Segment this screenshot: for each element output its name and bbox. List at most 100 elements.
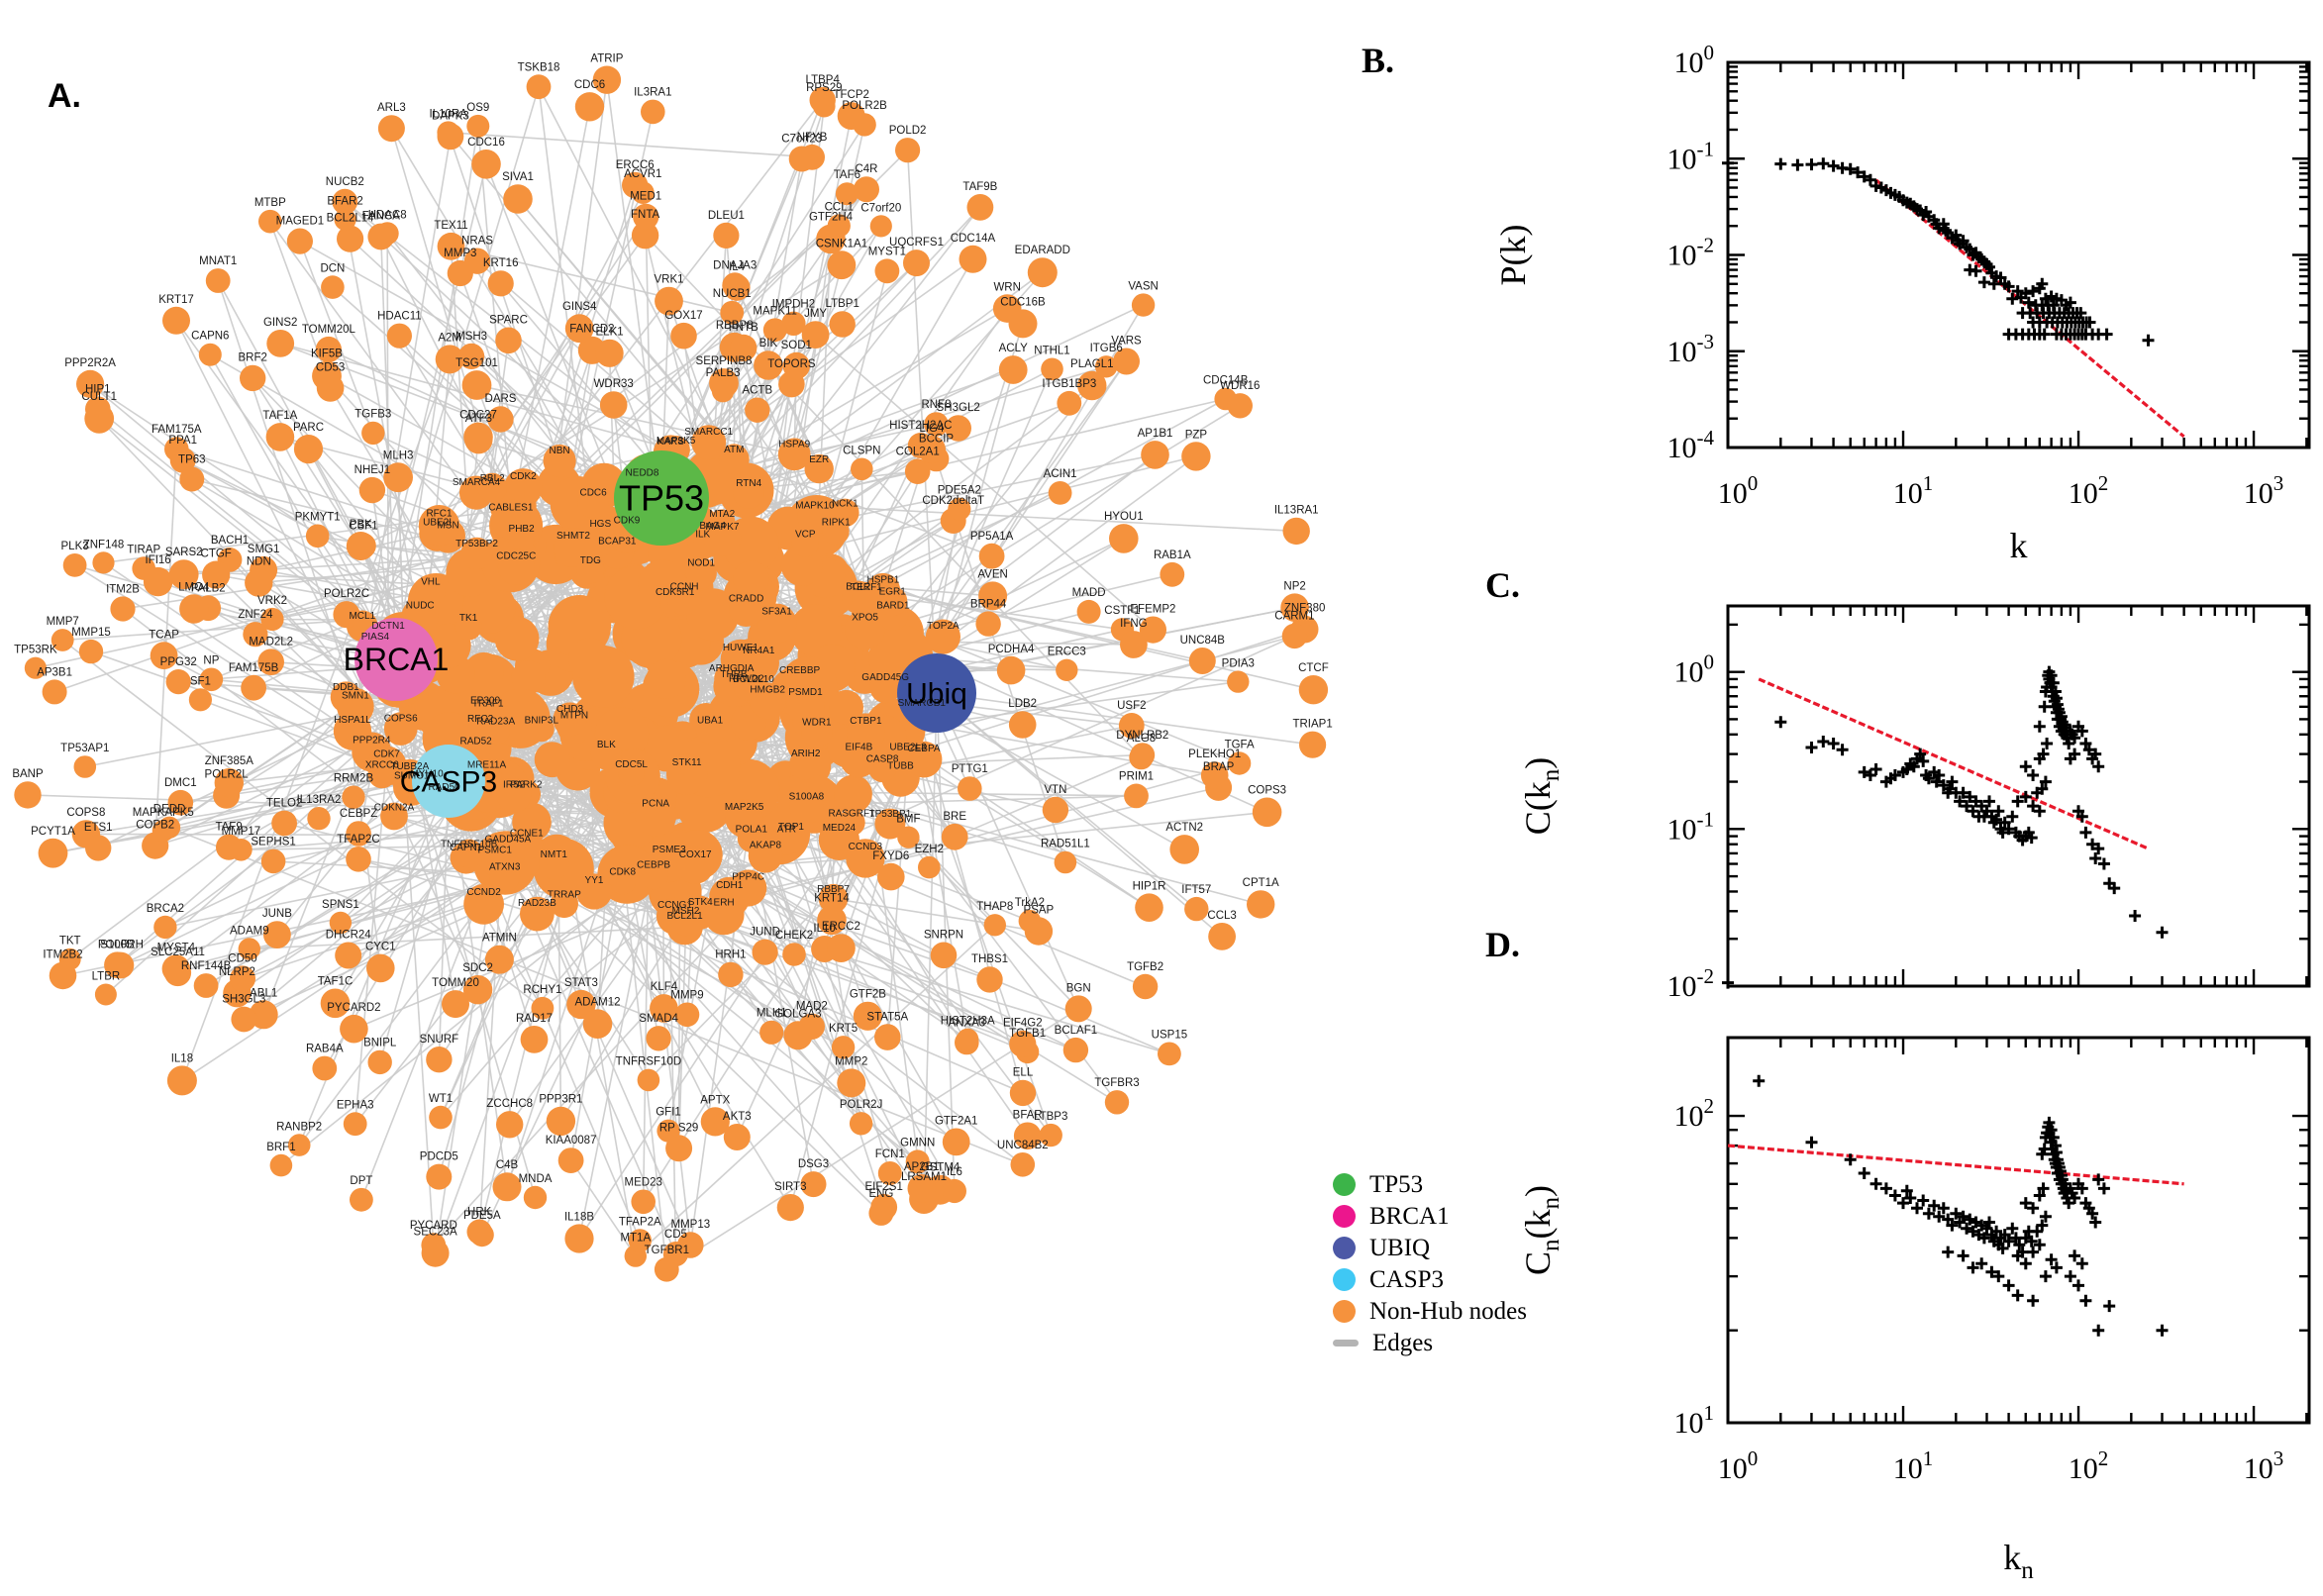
node-label: RIPK1 [822,518,851,529]
legend-item: Edges [1333,1330,1527,1356]
network-node [1048,481,1072,505]
network-node [546,1106,576,1137]
network-node [695,715,725,745]
node-label: SEPHS1 [251,837,295,848]
node-label: TCAP [149,629,179,641]
network-node [202,560,231,589]
network-node [730,869,767,907]
network-node [461,370,492,400]
network-node [777,438,811,471]
node-label: BCL2L14 [327,213,375,225]
network-node [240,364,266,392]
node-label: MCL1 [349,611,375,622]
network-node [1227,393,1254,419]
node-label: PARC [293,422,324,434]
network-node [531,996,555,1020]
network-node [526,74,552,100]
node-label: CTGF [201,549,232,560]
network-node [983,914,1006,937]
node-label: COPS3 [1248,785,1286,797]
node-label: TEX11 [434,220,467,232]
node-label: WDR16 [1220,380,1260,392]
node-label: TNFRSF10B [441,840,498,850]
network-node [1132,973,1159,1000]
network-node [466,1219,492,1245]
node-label: RFWD2 [729,674,764,685]
node-swatch-icon [1333,1268,1356,1291]
node-label: PALB2 [191,582,226,594]
node-label: IL4 [729,261,746,273]
network-node [948,497,971,521]
network-node [161,954,190,983]
node-label: ACLY [999,343,1029,354]
network-node [320,988,351,1019]
node-label: FXYD6 [872,850,909,862]
node-label: DPT [350,1175,372,1187]
network-node [905,1149,930,1174]
network-node [489,861,521,892]
legend-item: TP53 [1333,1171,1527,1198]
legend-item-label: UBIQ [1369,1234,1431,1261]
network-node [1200,761,1229,789]
network-node [874,1024,901,1050]
network-node [655,286,683,316]
network-node [383,712,418,746]
node-label: BAG4 [699,521,726,532]
network-node [487,270,514,297]
node-label: KARS [657,437,685,448]
network-node [729,592,764,627]
network-node [976,966,1003,993]
node-label: MNAT1 [199,255,237,267]
network-node [94,983,117,1006]
network-node [350,1187,373,1212]
edge-swatch-icon [1333,1340,1359,1347]
x-tick-label: 103 [2244,471,2284,510]
network-node [733,674,759,701]
node-label: RAB4A [306,1044,344,1055]
network-node [78,639,104,664]
y-tick-label: 10-3 [1667,330,1715,368]
network-node [903,249,930,277]
network-node [510,827,544,860]
network-node [590,739,622,770]
fit-line [1727,1144,2184,1186]
network-node [214,768,244,798]
network-node [930,942,958,969]
network-node [162,306,190,335]
node-label: PIAS4 [361,632,390,643]
network-node [1008,711,1037,739]
node-label: POLA1 [736,824,768,835]
node-label: A2M [438,332,461,344]
node-label: LTBP1 [826,298,859,310]
network-node [497,549,535,585]
node-label: BLK [597,740,616,750]
network-node [574,92,605,122]
node-label: ATXN3 [489,862,521,873]
node-label: UNC84B [1180,635,1226,647]
node-label: PYCARD [410,1220,457,1232]
network-node [496,777,532,813]
network-node [713,222,740,249]
y-tick-label: 10-1 [1667,807,1715,846]
network-node [1282,517,1310,546]
network-node [874,808,906,840]
network-node [711,380,735,403]
network-node [340,1014,368,1044]
node-label: MTPN [560,711,588,722]
network-node [437,123,464,150]
network-node [869,671,902,704]
network-node [785,684,826,724]
node-label: ITM2B [106,583,140,595]
node-label: MSH2 [672,906,700,917]
node-label: TRRAP [548,890,581,901]
network-node [1124,783,1149,809]
network-node [334,208,356,231]
node-label: NMT1 [541,849,568,860]
network-node [380,802,408,831]
network-node [249,1000,278,1030]
node-label: HSPA1L [334,715,371,726]
network-node [708,509,736,537]
network-node [38,838,68,868]
y-tick-label: 101 [1674,1401,1715,1440]
network-node [263,921,291,948]
